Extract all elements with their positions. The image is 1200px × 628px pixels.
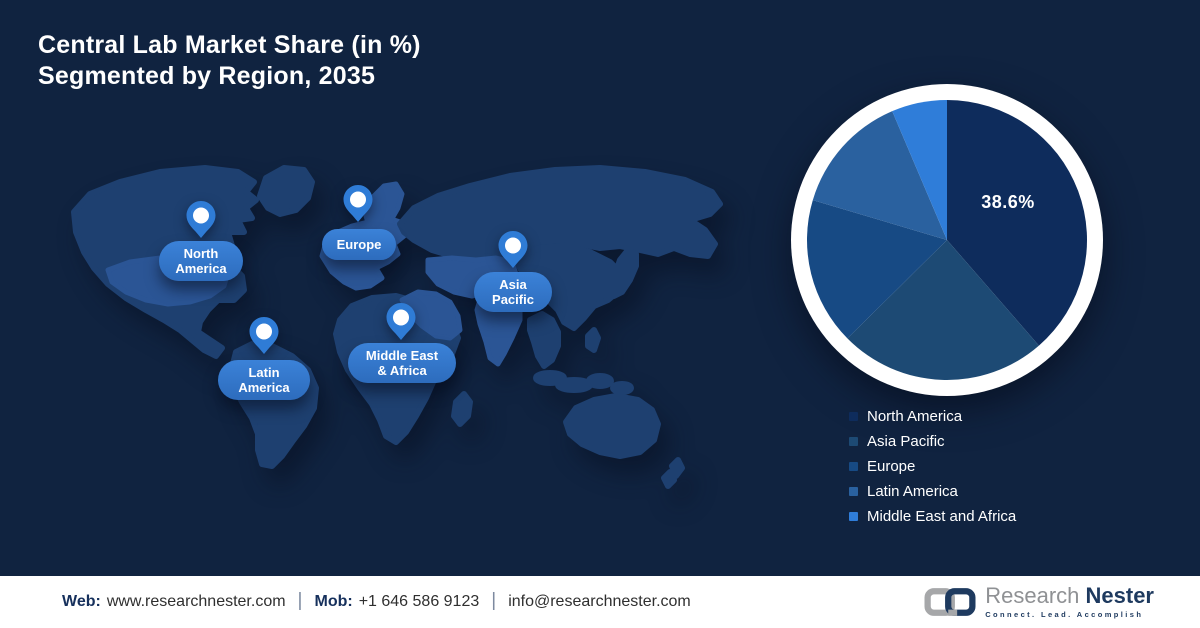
region-label-text: Middle East (365, 348, 439, 363)
legend-swatch-icon (849, 437, 858, 446)
logo-name: Research Nester (985, 585, 1154, 607)
location-pin-icon (249, 317, 279, 354)
logo-word-nester: Nester (1085, 583, 1154, 608)
legend-item-asia-pacific: Asia Pacific (849, 433, 1016, 450)
pie-chart (773, 66, 1121, 414)
region-southeast-asia (527, 311, 561, 369)
region-middle-east (399, 289, 463, 341)
island-indonesia-3 (586, 373, 614, 389)
island-new-zealand-north (669, 457, 685, 479)
island-indonesia-2 (555, 377, 593, 393)
company-logo: Research Nester Connect. Lead. Accomplis… (923, 585, 1154, 619)
location-pin-icon (343, 185, 373, 222)
legend-item-north-america: North America (849, 408, 1016, 425)
footer-bar: Web: www.researchnester.com | Mob: +1 64… (0, 576, 1200, 628)
legend-swatch-icon (849, 512, 858, 521)
logo-chain-link-icon (924, 588, 976, 616)
region-label-asia-pacific: Asia Pacific (474, 272, 552, 312)
region-label-text: America (175, 261, 227, 276)
region-label-north-america: North America (159, 241, 243, 281)
region-label-text: Europe (336, 237, 382, 252)
region-label-text: Latin (248, 365, 280, 380)
region-label-middle-east-africa: Middle East & Africa (348, 343, 456, 383)
mob-value: +1 646 586 9123 (358, 593, 480, 610)
island-madagascar (451, 391, 473, 427)
region-label-text: Pacific (492, 292, 534, 307)
island-philippines (585, 327, 601, 353)
pie-slice-latin-america (812, 111, 947, 240)
island-new-zealand-south (661, 469, 677, 489)
legend-label: North America (867, 408, 963, 425)
pie-value-label: 38.6% (981, 192, 1035, 212)
island-japan (609, 247, 639, 299)
legend-label: Europe (867, 458, 916, 475)
location-pin-icon (498, 231, 528, 268)
legend-swatch-icon (849, 462, 858, 471)
legend-item-middle-east-and-africa: Middle East and Africa (849, 508, 1016, 525)
pie-legend: North America Asia Pacific Europe Latin Ame… (849, 408, 1016, 533)
separator: | (491, 590, 497, 611)
page-title: Central Lab Market Share (in %) Segmente… (38, 30, 421, 92)
region-label-text: Asia (499, 277, 527, 292)
island-indonesia-1 (533, 370, 567, 386)
region-label-latin-america: Latin America (218, 360, 310, 400)
region-label-text: America (238, 380, 290, 395)
region-label-europe: Europe (322, 229, 396, 260)
region-label-text: & Africa (377, 363, 427, 378)
region-label-text: North (183, 246, 219, 261)
island-indonesia-4 (610, 381, 634, 395)
pie-chart-svg (791, 84, 1103, 396)
title-line-2: Segmented by Region, 2035 (38, 62, 376, 90)
footer-contact: Web: www.researchnester.com | Mob: +1 64… (62, 590, 691, 613)
legend-item-europe: Europe (849, 458, 1016, 475)
separator: | (297, 590, 303, 611)
pie-slice-middle-east-and-africa (892, 100, 947, 240)
continent-australia (563, 393, 661, 459)
pie-slice-europe (807, 200, 947, 339)
pie-slice-asia-pacific (847, 240, 1039, 380)
location-pin-icon (386, 303, 416, 340)
island-greenland (257, 165, 315, 217)
location-pin-icon (186, 201, 216, 238)
pie-slice-north-america (947, 100, 1088, 346)
legend-swatch-icon (849, 487, 858, 496)
web-value: www.researchnester.com (106, 593, 286, 610)
logo-tagline: Connect. Lead. Accomplish (985, 610, 1144, 619)
logo-word-research: Research (985, 583, 1080, 608)
legend-item-latin-america: Latin America (849, 483, 1016, 500)
legend-swatch-icon (849, 412, 858, 421)
title-line-1: Central Lab Market Share (in %) (38, 31, 421, 59)
legend-label: Middle East and Africa (867, 508, 1017, 525)
legend-label: Latin America (867, 483, 958, 500)
web-label: Web: (62, 593, 101, 610)
pie-slices (807, 100, 1088, 380)
legend-label: Asia Pacific (867, 433, 945, 450)
email-value: info@researchnester.com (508, 593, 691, 610)
mob-label: Mob: (314, 593, 353, 610)
logo-text: Research Nester Connect. Lead. Accomplis… (985, 585, 1154, 620)
